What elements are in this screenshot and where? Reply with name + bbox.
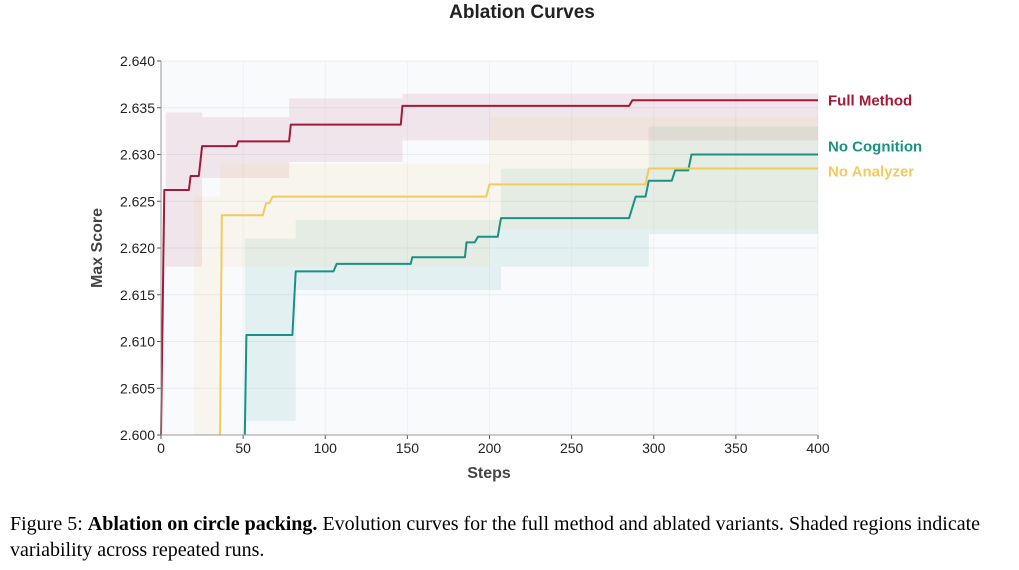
y-tick-label: 2.605 (120, 380, 155, 396)
full-method-band (289, 98, 403, 162)
x-tick-label: 200 (478, 440, 502, 456)
y-tick-label: 2.630 (120, 147, 155, 163)
no-analyzer-line (219, 167, 818, 436)
caption-text: Evolution curves for the full method and… (10, 513, 981, 561)
chart-title: Ablation Curves (449, 2, 595, 23)
x-tick-label: 150 (396, 440, 420, 456)
caption-label: Figure 5: (10, 513, 83, 535)
no-cognition-label: No Cognition (828, 139, 922, 156)
y-tick-label: 2.620 (120, 240, 155, 256)
full-method-line (160, 99, 818, 436)
figure-caption: Figure 5: Ablation on circle packing. Ev… (10, 511, 1015, 563)
no-cognition-band (295, 219, 501, 291)
x-tick-label: 100 (314, 440, 338, 456)
full-method-band (202, 117, 290, 178)
y-tick-label: 2.625 (120, 193, 155, 209)
y-tick-label: 2.610 (120, 334, 155, 350)
variability-bands (165, 93, 818, 435)
x-tick-label: 300 (642, 440, 666, 456)
no-analyzer-band (489, 117, 818, 230)
no-analyzer-label: No Analyzer (828, 164, 914, 181)
no-cognition-line (243, 153, 818, 436)
no-cognition-band (244, 238, 296, 421)
axes: 2.600 2.605 2.610 2.615 2.620 2.625 2.630 2.635… (120, 53, 830, 456)
series-labels: Full Method No Cognition No Analyzer (828, 92, 922, 180)
no-analyzer-band (220, 163, 490, 267)
ablation-chart: Ablation Curves 2.600 2.605 2.610 2.615 2.62… (89, 2, 922, 482)
series-lines (160, 99, 818, 436)
y-tick-label: 2.615 (120, 287, 155, 303)
full-method-band (402, 93, 818, 141)
y-tick-label: 2.635 (120, 100, 155, 116)
x-tick-label: 400 (806, 440, 830, 456)
x-tick-label: 250 (560, 440, 584, 456)
x-tick-label: 350 (724, 440, 748, 456)
x-axis-label: Steps (467, 465, 511, 482)
full-method-label: Full Method (828, 92, 912, 109)
caption-bold: Ablation on circle packing. (87, 513, 318, 535)
y-tick-label: 2.640 (120, 53, 155, 69)
x-tick-label: 0 (157, 440, 165, 456)
y-axis-label: Max Score (89, 208, 106, 288)
no-cognition-band (648, 126, 818, 234)
x-tick-label: 50 (235, 440, 251, 456)
y-tick-label: 2.600 (120, 427, 155, 443)
no-analyzer-band (193, 196, 221, 435)
